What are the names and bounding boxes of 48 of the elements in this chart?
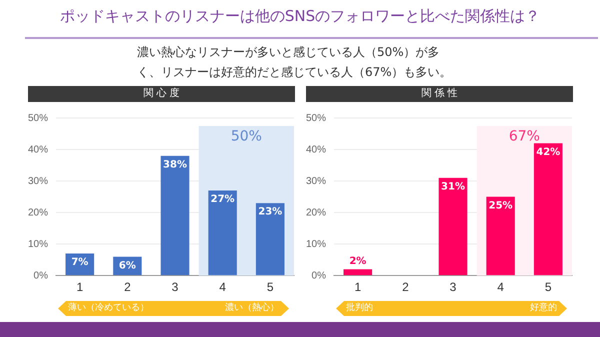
- x-tick-label: 4: [219, 280, 226, 294]
- y-tick-label: 50%: [28, 112, 48, 124]
- y-tick-label: 30%: [306, 176, 326, 187]
- data-label: 31%: [441, 181, 465, 192]
- text: 好意的: [530, 303, 557, 314]
- band-label: 50%: [230, 128, 262, 145]
- y-tick-label: 40%: [306, 144, 326, 156]
- y-tick-label: 10%: [28, 238, 48, 250]
- x-tick-label: 5: [266, 280, 274, 294]
- y-tick-label: 20%: [306, 207, 326, 218]
- data-label: 38%: [163, 159, 187, 170]
- x-tick-label: 1: [354, 280, 362, 294]
- x-tick-label: 3: [450, 280, 457, 294]
- bar: [160, 156, 190, 276]
- y-tick-label: 0%: [34, 270, 48, 282]
- bar: [256, 203, 284, 276]
- bar: [438, 178, 468, 276]
- data-label: 7%: [71, 257, 88, 268]
- x-tick-label: 3: [172, 280, 179, 294]
- y-tick-label: 40%: [28, 144, 48, 156]
- chart-title: 関 係 性: [306, 86, 573, 102]
- bar: [486, 196, 515, 276]
- x-tick-label: 2: [402, 280, 410, 294]
- y-tick-label: 10%: [306, 238, 326, 250]
- text: 濃い熱心なリスナーが多いと感じている人（50%）が多く、リスナーは好意的だと感じている人（67%）も多い。: [137, 44, 453, 81]
- x-tick-label: 5: [544, 280, 552, 294]
- y-tick-label: 0%: [312, 270, 326, 282]
- x-tick-label: 4: [497, 280, 504, 294]
- y-tick-label: 20%: [28, 207, 48, 218]
- text: ポッドキャストのリスナーは他のSNSのフォロワーと比べた関係性は？: [58, 7, 542, 26]
- bar: [344, 269, 372, 276]
- y-tick-label: 30%: [28, 176, 48, 187]
- bar: [208, 190, 237, 276]
- data-label: 25%: [488, 200, 513, 212]
- bar: [534, 143, 562, 276]
- x-tick-label: 1: [76, 280, 84, 294]
- band-label: 67%: [508, 128, 540, 145]
- data-label: 42%: [536, 146, 560, 158]
- data-label: 2%: [349, 256, 366, 267]
- text: 批判的: [346, 303, 373, 314]
- text: 濃い（熱心）: [225, 303, 279, 314]
- text: 薄い（冷めている）: [68, 303, 149, 314]
- chart-title: 関 心 度: [28, 86, 295, 102]
- x-tick-label: 2: [124, 280, 132, 294]
- data-label: 27%: [210, 194, 235, 206]
- y-tick-label: 50%: [306, 112, 326, 124]
- data-label: 23%: [258, 206, 282, 218]
- data-label: 6%: [118, 260, 136, 272]
